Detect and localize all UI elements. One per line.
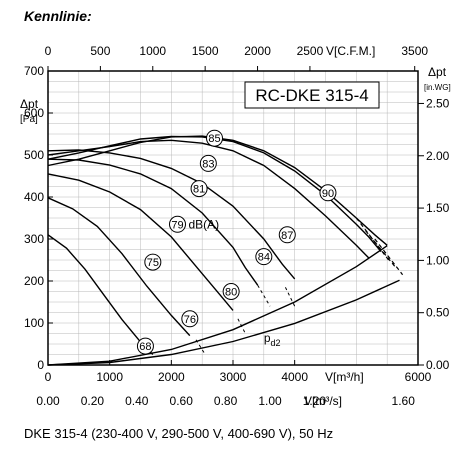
efficiency-marker (206, 129, 223, 147)
efficiency-label: 85 (208, 133, 220, 145)
efficiency-marker (222, 283, 240, 300)
x-top-tick-label: 2500 (297, 44, 324, 58)
efficiency-label: 84 (258, 252, 270, 264)
x-top-tick-label: 1000 (139, 44, 166, 58)
y-left-tick-label: 0 (37, 358, 44, 372)
y-left-tick-label: 400 (24, 190, 44, 204)
system-curves (47, 245, 400, 366)
y-left-tick-label: 500 (24, 148, 44, 162)
system-curve (47, 279, 400, 366)
efficiency-label: 76 (184, 314, 196, 326)
pd2-label: pd2 (264, 331, 281, 348)
x-bottom-tick-label: 0 (45, 370, 52, 384)
x-bottom2-tick-label: 0.80 (214, 394, 238, 408)
x-top-tick-label: 2000 (244, 44, 271, 58)
x-bottom2-tick-label: 0.00 (36, 394, 60, 408)
efficiency-labels: 85 83 81 90 79 87 84 75 80 76 68 (136, 129, 337, 355)
y-right-tick-label: 2.50 (426, 96, 450, 110)
fan-curve-extension (355, 217, 391, 263)
efficiency-label: 80 (225, 287, 237, 299)
y-left-unit: [Pa] (20, 114, 38, 125)
right-axis: 0.00 0.50 1.00 1.50 2.00 2.50 (418, 96, 450, 372)
efficiency-label: 90 (322, 188, 334, 200)
chart-title: RC-DKE 315-4 (255, 86, 368, 105)
x-bottom2-tick-label: 0.60 (170, 394, 194, 408)
efficiency-marker (181, 310, 199, 328)
fan-curve (47, 149, 296, 280)
y-right-tick-label: 0.00 (426, 358, 450, 372)
pd2-main: p (264, 331, 271, 345)
left-axis: 0 100 200 300 400 500 600 700 (24, 64, 53, 372)
x-top-tick-label: 500 (90, 44, 110, 58)
chart-title-box (244, 81, 380, 109)
chart-heading: Kennlinie: (24, 8, 92, 24)
top-axis: 0 500 1000 1500 2000 2500 3500 (45, 44, 428, 71)
efficiency-label: 83 (202, 158, 214, 170)
pd2-sub: d2 (271, 338, 281, 348)
efficiency-marker (199, 154, 217, 172)
y-right-unit: [in.WG] (424, 83, 451, 92)
y-right-label: Δpt (428, 65, 447, 79)
grid (48, 71, 418, 365)
efficiency-marker (136, 337, 154, 355)
efficiency-marker (278, 226, 296, 244)
x-bottom2-tick-label: 1.60 (392, 394, 416, 408)
fan-curve-extension (195, 339, 206, 355)
fan-curve (47, 173, 234, 311)
efficiency-marker (144, 253, 162, 271)
y-left-tick-label: 300 (24, 232, 44, 246)
fan-curve (47, 135, 382, 253)
fan-curve (47, 234, 154, 355)
fan-curve (47, 135, 388, 246)
x-bottom2-tick-label: 1.20 (303, 394, 327, 408)
y-right-tick-label: 1.00 (426, 253, 450, 267)
fan-curve-extension (257, 284, 271, 307)
y-left-tick-label: 100 (24, 316, 44, 330)
system-curve (47, 245, 388, 366)
x-bottom2-label: V[m³/s] (304, 394, 342, 408)
y-left-tick-label: 700 (24, 64, 44, 78)
efficiency-label: 87 (281, 230, 293, 242)
x-top-tick-label: 1500 (192, 44, 219, 58)
fan-curve (47, 158, 259, 286)
efficiency-marker (190, 180, 208, 198)
x-bottom-tick-label: 6000 (405, 370, 432, 384)
efficiency-marker (169, 215, 186, 233)
fan-curve (47, 139, 370, 259)
y-left-tick-label: 600 (24, 106, 44, 120)
fan-curve (47, 197, 191, 337)
efficiency-label: 68 (139, 341, 151, 353)
y-left-tick-label: 200 (24, 274, 44, 288)
x-top-tick-label: 3500 (401, 44, 428, 58)
x-bottom2-tick-label: 0.20 (81, 394, 105, 408)
x-top-label: V[C.F.M.] (326, 44, 375, 58)
y-right-tick-label: 0.50 (426, 306, 450, 320)
y-right-tick-label: 2.00 (426, 149, 450, 163)
bottom-axis: 0 1000 2000 3000 4000 6000 (45, 360, 432, 384)
y-left-label: Δpt (20, 97, 39, 111)
bottom-axis-secondary: 0.00 0.20 0.40 0.60 0.80 1.00 1.20 1.60 (36, 394, 415, 408)
x-bottom-tick-label: 2000 (158, 370, 185, 384)
fan-curves (47, 135, 404, 355)
x-bottom-tick-label: 3000 (220, 370, 247, 384)
x-bottom2-tick-label: 1.00 (258, 394, 282, 408)
x-bottom-tick-label: 4000 (281, 370, 308, 384)
efficiency-label: 81 (193, 184, 205, 196)
sound-unit-label: dB(A) (189, 217, 220, 231)
efficiency-marker (319, 184, 337, 202)
efficiency-label: 79 (171, 219, 183, 231)
x-bottom-tick-label: 1000 (96, 370, 123, 384)
y-right-tick-label: 1.50 (426, 201, 450, 215)
fan-curve-extension (374, 238, 404, 276)
efficiency-label: 75 (147, 257, 159, 269)
x-bottom-label: V[m³/h] (325, 370, 364, 384)
x-bottom2-tick-label: 0.40 (125, 394, 149, 408)
efficiency-marker (255, 248, 273, 266)
product-caption: DKE 315-4 (230-400 V, 290-500 V, 400-690… (24, 426, 334, 441)
x-top-tick-label: 0 (45, 44, 52, 58)
